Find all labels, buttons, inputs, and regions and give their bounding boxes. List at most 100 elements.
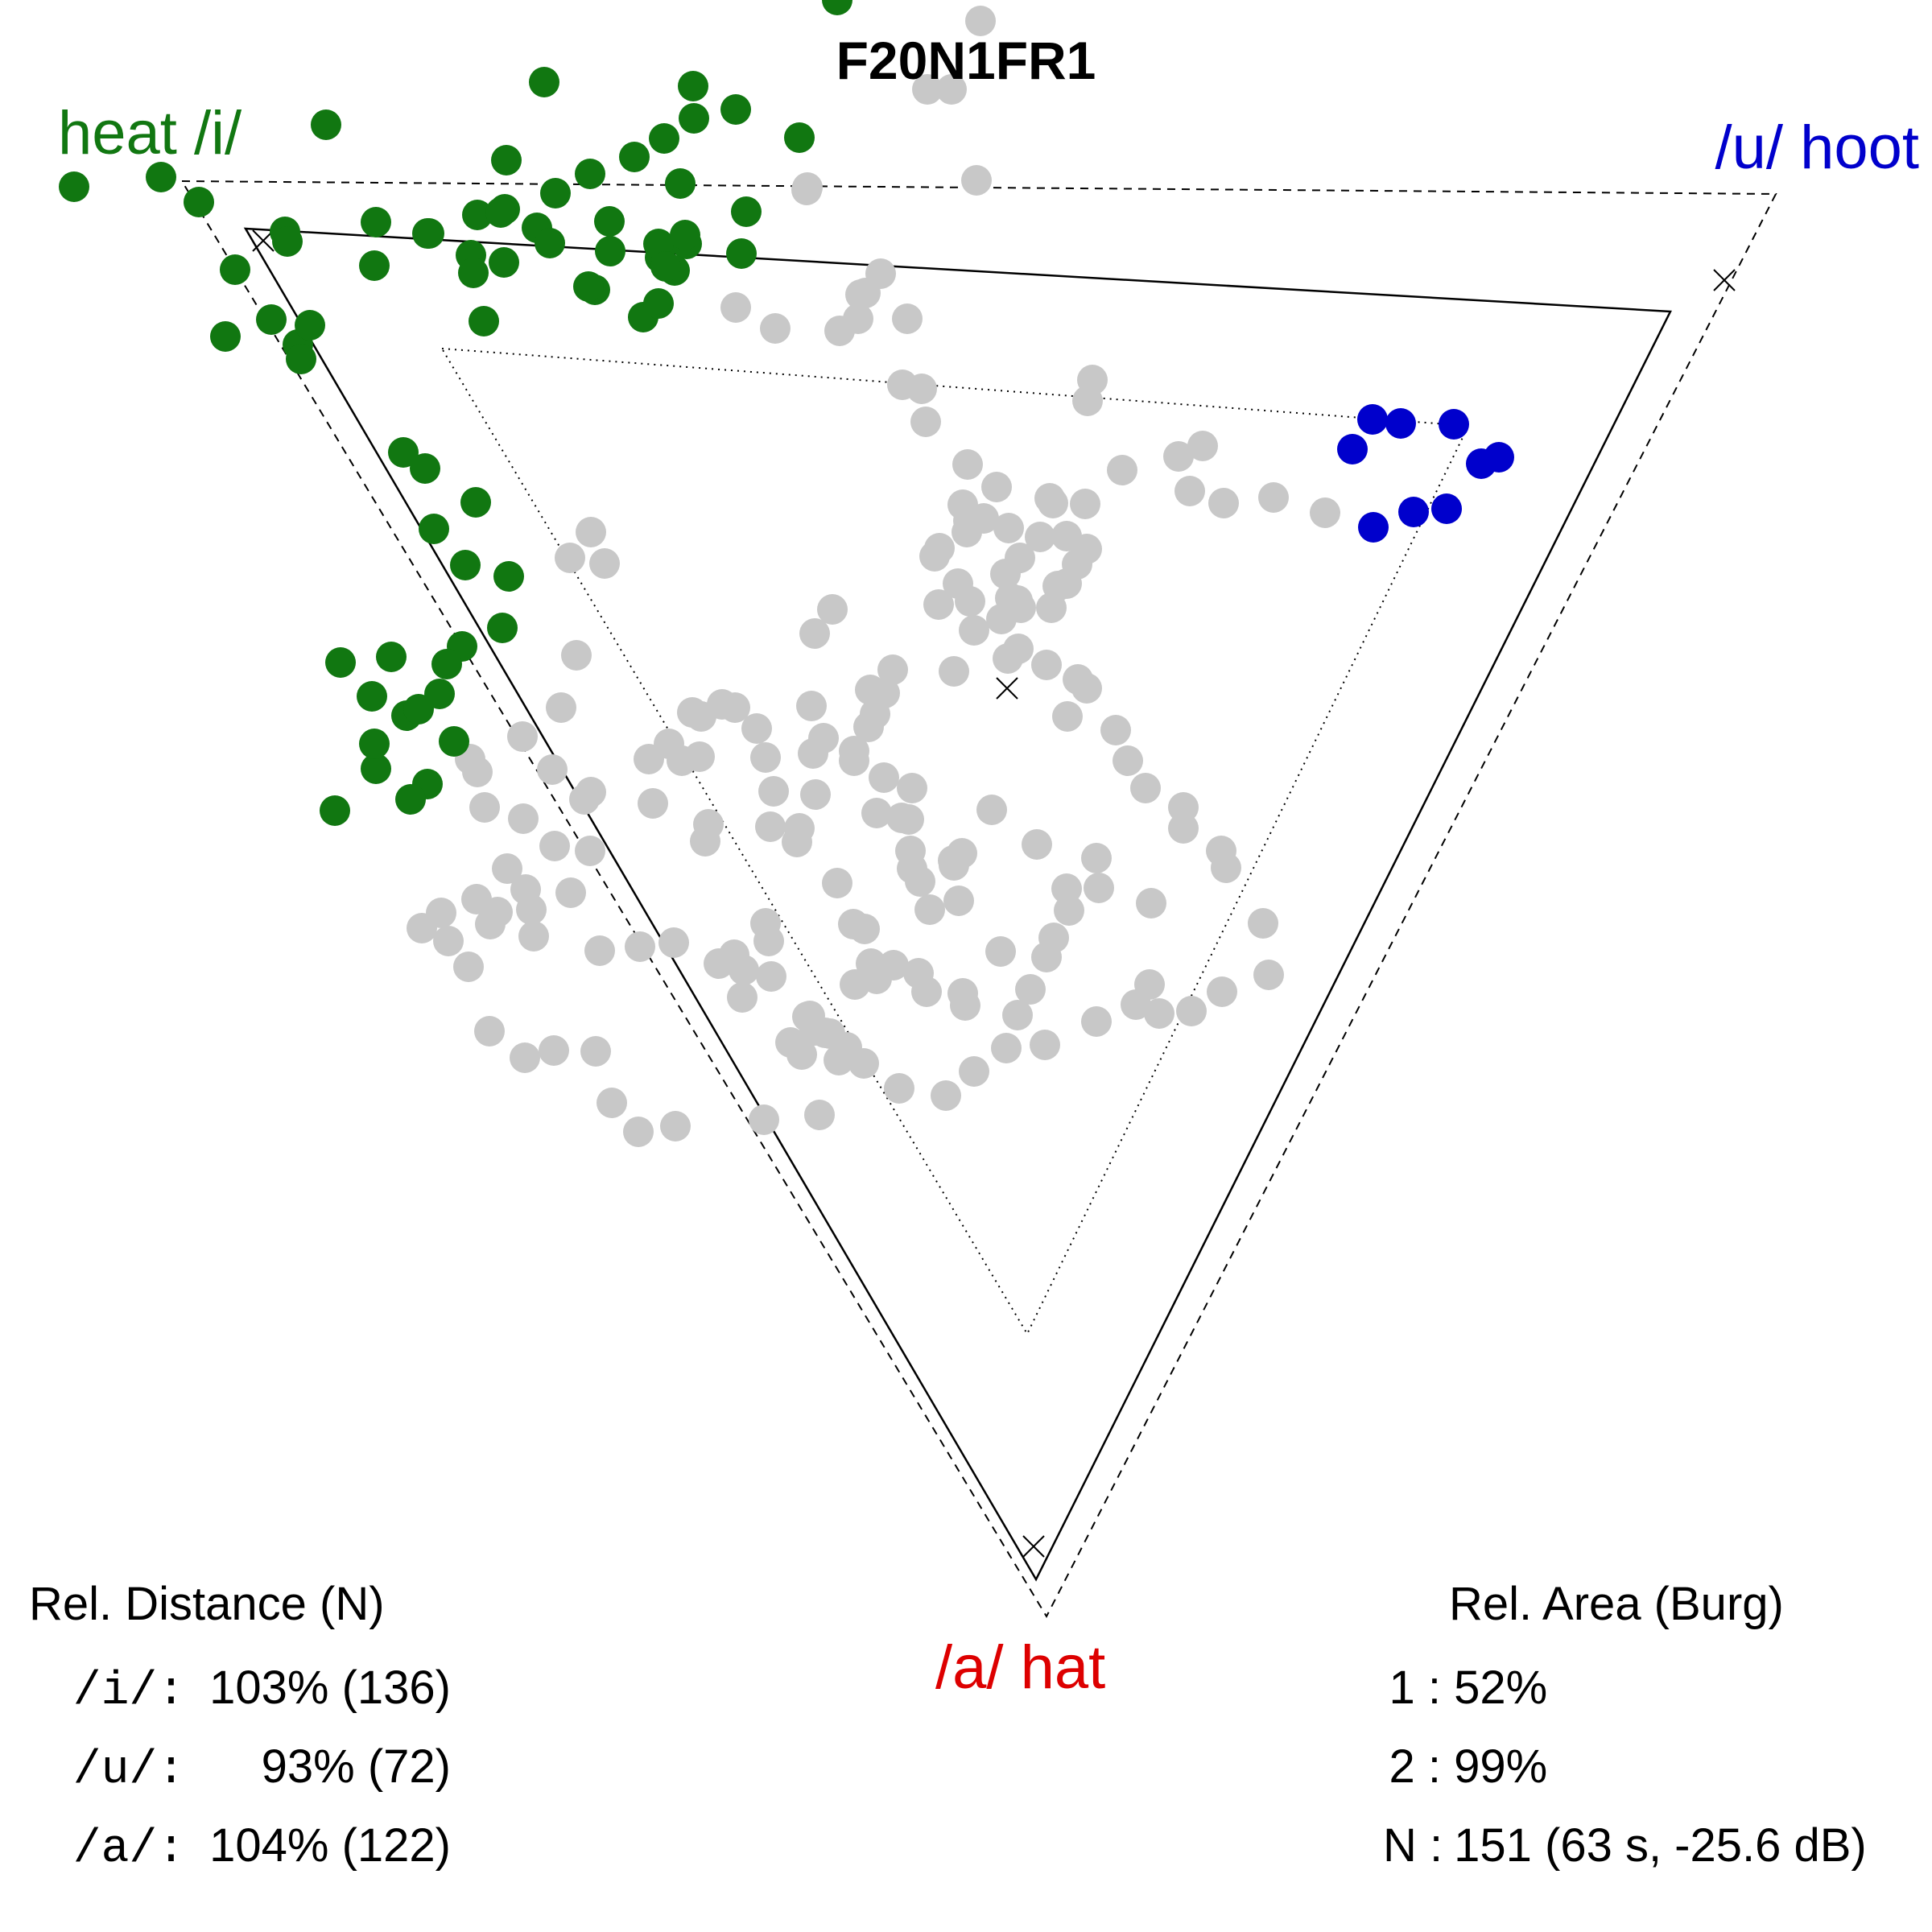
scatter-point [903, 958, 934, 989]
area-value: 151 (63 s, -25.6 dB) [1454, 1819, 1867, 1872]
scatter-point [453, 952, 484, 982]
scatter-point [749, 1104, 779, 1135]
scatter-point [784, 122, 815, 153]
scatter-point [376, 642, 407, 672]
scatter-point [589, 548, 620, 579]
scatter-point [993, 513, 1024, 543]
scatter-point [575, 159, 605, 189]
scatter-point [981, 472, 1012, 502]
scatter-point [555, 543, 585, 573]
scatter-point [756, 961, 786, 992]
scatter-point [458, 258, 489, 288]
distance-title: Rel. Distance (N) [29, 1578, 385, 1630]
scatter-point [539, 1035, 569, 1066]
corner-label-i: heat /i/ [58, 99, 242, 167]
scatter-point [576, 517, 606, 547]
scatter-point [719, 939, 749, 970]
scatter-point [919, 541, 950, 572]
scatter-point [1248, 908, 1278, 939]
scatter-point [395, 784, 426, 815]
scatter-point [1358, 512, 1389, 543]
scatter-point [1051, 521, 1082, 551]
scatter-point [1081, 1006, 1112, 1037]
scatter-point [936, 74, 967, 105]
scatter-point [1002, 1000, 1033, 1030]
scatter-point [474, 1016, 505, 1046]
scatter-point [320, 795, 350, 826]
scatter-point [799, 618, 830, 649]
centroid-marker [996, 677, 1018, 700]
scatter-point [1051, 568, 1082, 599]
scatter-point [1130, 773, 1161, 803]
scatter-point [325, 647, 356, 678]
scatter-point [1398, 497, 1429, 527]
scatter-point [1253, 960, 1284, 990]
scatter-point [529, 67, 559, 97]
scatter-point [489, 247, 519, 278]
scatter-point [1208, 488, 1239, 518]
corner-label-a: /a/ hat [935, 1633, 1106, 1702]
scatter-point [892, 303, 923, 334]
scatter-point [961, 165, 992, 196]
scatter-point [220, 254, 250, 285]
scatter-point [1038, 488, 1068, 518]
scatter-point [575, 836, 605, 866]
scatter-point [824, 1045, 854, 1075]
corner-marker-a [1022, 1535, 1045, 1558]
scatter-point [731, 196, 762, 227]
solid-triangle [243, 227, 1672, 1582]
scatter-point [720, 292, 751, 323]
scatter-point [1310, 497, 1340, 528]
scatter-point [665, 168, 696, 199]
scatter-point [59, 171, 89, 202]
scatter-point [660, 1111, 691, 1141]
scatter-point [959, 1056, 989, 1087]
scatter-point [439, 726, 469, 757]
scatter-point [431, 649, 462, 679]
scatter-point [791, 175, 822, 205]
scatter-point [1081, 843, 1112, 873]
scatter-point [750, 742, 781, 773]
scatter-point [845, 279, 876, 310]
scatter-point [804, 1100, 835, 1130]
scatter-point [1258, 482, 1289, 513]
scatter-point [594, 206, 625, 237]
scatter-point [990, 559, 1021, 589]
scatter-point [359, 729, 390, 759]
scatter-point [1036, 592, 1067, 623]
scatter-point [906, 374, 937, 404]
scatter-point [649, 123, 679, 154]
scatter-point [634, 744, 664, 774]
scatter-point [849, 914, 880, 944]
scatter-point [965, 6, 996, 36]
scatter-point [679, 103, 709, 134]
scatter-point [1072, 386, 1103, 416]
scatter-point [1337, 434, 1368, 464]
scatter-point [1031, 942, 1062, 972]
scatter-point [840, 969, 870, 1000]
scatter-point [475, 909, 506, 939]
chart-title: F20N1FR1 [836, 31, 1096, 90]
scatter-point [619, 142, 650, 172]
scatter-point [848, 1048, 879, 1079]
area-value: 99% [1454, 1740, 1548, 1793]
scatter-point [492, 853, 522, 884]
scatter-point [1084, 873, 1114, 903]
scatter-point [1063, 664, 1093, 695]
scatter-point [460, 487, 491, 518]
scatter-point [976, 795, 1007, 825]
scatter-point [1022, 829, 1052, 860]
scatter-point [537, 754, 568, 785]
scatter-point [861, 798, 892, 828]
scatter-point [388, 437, 419, 468]
scatter-point [677, 697, 708, 728]
scatter-point [485, 197, 516, 228]
scatter-point [658, 927, 689, 958]
scatter-point [1163, 441, 1194, 472]
area-row-n: N : 151 (63 s, -25.6 dB) [1383, 1823, 1867, 1869]
scatter-point [755, 811, 786, 842]
scatter-point [1031, 650, 1062, 680]
scatter-point [798, 738, 828, 769]
area-key: N : [1383, 1819, 1443, 1872]
